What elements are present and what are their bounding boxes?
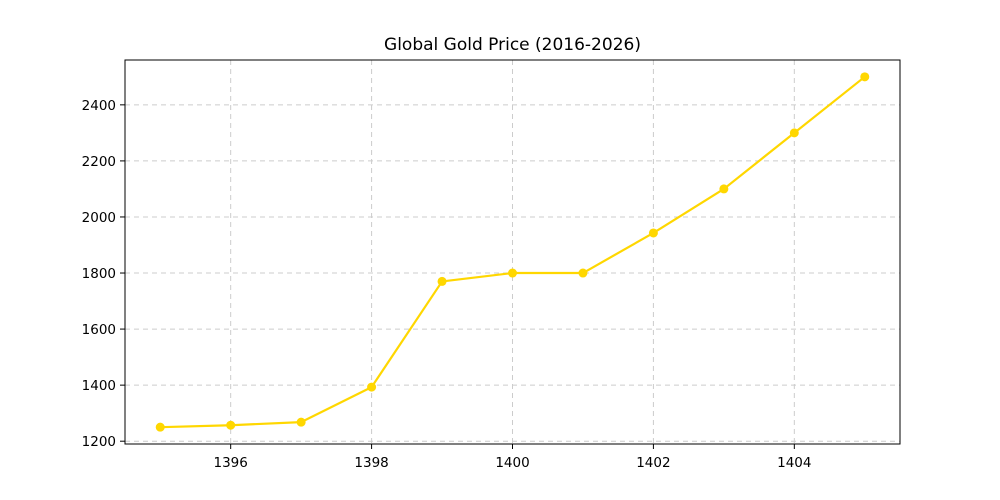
data-point [508, 268, 517, 278]
data-point [648, 228, 658, 238]
data-point [367, 382, 377, 392]
data-point [719, 184, 729, 194]
data-point [155, 422, 165, 432]
data-point [578, 268, 588, 278]
x-tick-label: 1400 [495, 455, 529, 471]
y-tick-label: 2200 [82, 154, 116, 170]
x-tick-label: 1404 [777, 455, 811, 471]
series-layer [155, 72, 870, 432]
x-tick-label: 1396 [214, 455, 248, 471]
x-tick-label: 1402 [636, 455, 670, 471]
data-point [789, 128, 799, 138]
data-point [226, 420, 236, 430]
y-tick-label: 1600 [82, 322, 116, 338]
data-point [860, 72, 870, 82]
y-tick-label: 1400 [82, 378, 116, 394]
data-point [437, 276, 447, 286]
x-tick-label: 1398 [354, 455, 388, 471]
y-tick-label: 2000 [82, 210, 116, 226]
chart-title: Global Gold Price (2016-2026) [384, 35, 641, 55]
y-tick-label: 1800 [82, 266, 116, 282]
grid-lines [125, 60, 900, 444]
axis-ticks: 1396 1398 1400 1402 1404 1200 1400 1600 1800 2000… [82, 98, 812, 471]
y-tick-label: 2400 [82, 98, 116, 114]
data-point [296, 417, 306, 427]
y-tick-label: 1200 [82, 434, 116, 450]
